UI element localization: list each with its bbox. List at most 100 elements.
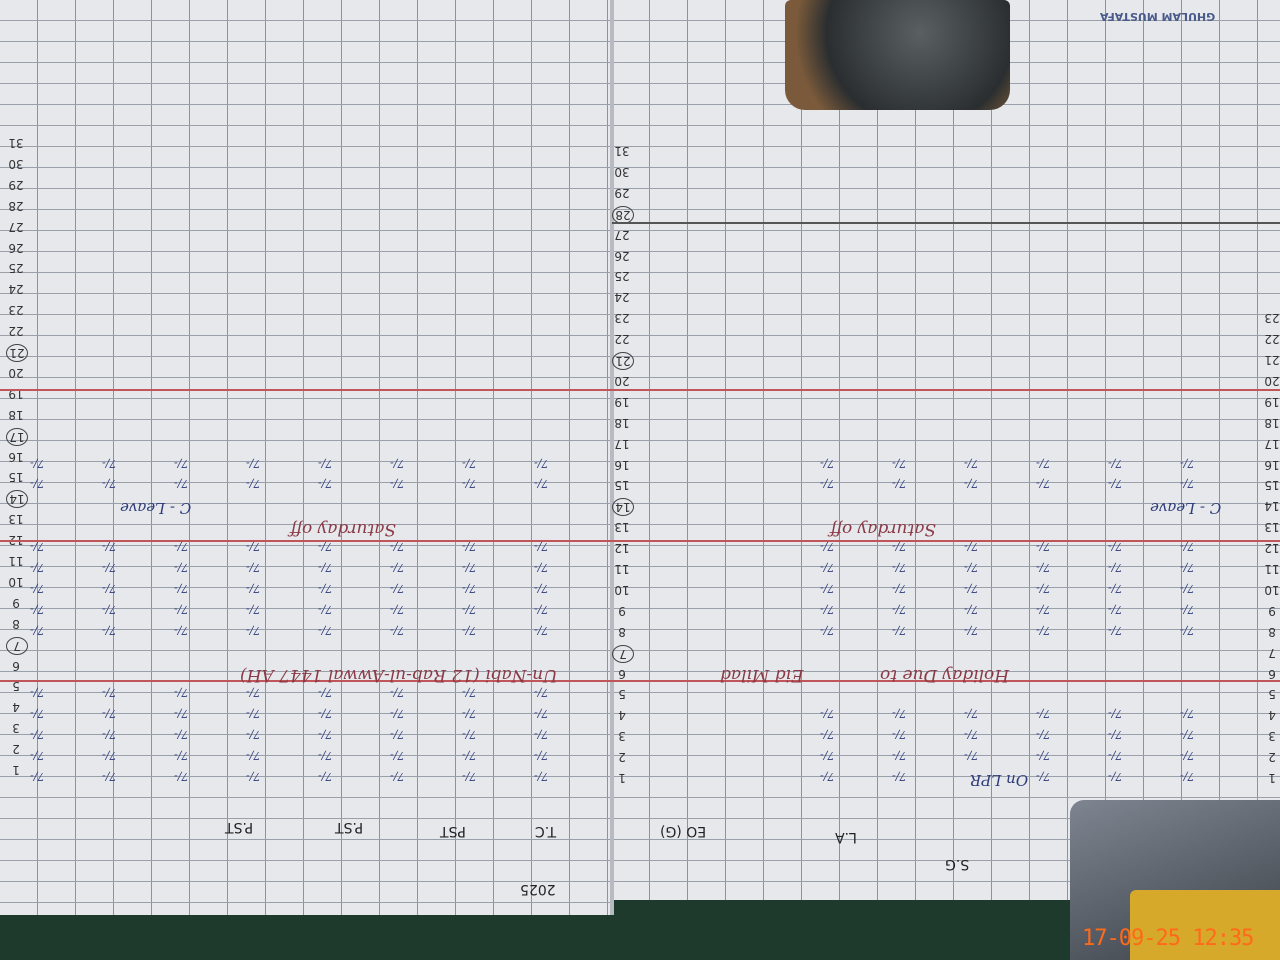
attendance-entry: 7/-	[390, 477, 405, 491]
attendance-entry: 7/-	[964, 728, 979, 742]
week-separator	[612, 680, 1280, 682]
attendance-entry: 7/-	[390, 540, 405, 554]
attendance-entry: 7/-	[1108, 477, 1123, 491]
header-pst-2: P.ST	[335, 819, 364, 835]
attendance-entry: 7/-	[964, 477, 979, 491]
day-number: 28	[8, 198, 24, 213]
attendance-entry: 7/-	[1036, 456, 1051, 470]
attendance-entry: 7/-	[102, 477, 117, 491]
day-number: 20	[8, 365, 24, 380]
day-number: 22	[8, 324, 24, 339]
attendance-entry: 7/-	[964, 561, 979, 574]
attendance-entry: 7/-	[246, 749, 261, 763]
attendance-entry: 7/-	[102, 686, 117, 700]
attendance-entry: 7/-	[1108, 728, 1123, 742]
day-number: 15	[614, 478, 630, 493]
day-number: 17	[6, 427, 28, 446]
day-number: 23	[1264, 311, 1280, 326]
attendance-entry: 7/-	[102, 623, 117, 637]
attendance-entry: 7/-	[390, 749, 405, 763]
register-right-page	[612, 0, 1280, 900]
day-number: 5	[618, 687, 626, 702]
week-separator	[0, 680, 612, 682]
attendance-entry: 7/-	[534, 561, 549, 574]
attendance-entry: 7/-	[102, 456, 117, 470]
attendance-entry: 7/-	[820, 581, 835, 595]
week-separator	[0, 389, 612, 391]
day-number: 6	[12, 658, 20, 673]
attendance-entry: 7/-	[246, 770, 261, 783]
year: 2025	[520, 881, 556, 897]
day-number: 20	[614, 373, 630, 388]
day-number: 8	[618, 624, 626, 639]
attendance-entry: 7/-	[318, 707, 333, 721]
day-number: 2	[12, 742, 20, 757]
attendance-entry: 7/-	[462, 602, 477, 616]
header-pst-3: P.ST	[225, 819, 254, 835]
day-number: 9	[618, 603, 626, 618]
attendance-entry: 7/-	[390, 602, 405, 616]
attendance-entry: 7/-	[318, 770, 333, 783]
attendance-entry: 7/-	[30, 686, 45, 700]
attendance-entry: 7/-	[174, 477, 189, 491]
attendance-entry: 7/-	[30, 581, 45, 595]
attendance-entry: 7/-	[246, 456, 261, 470]
attendance-entry: 7/-	[1108, 602, 1123, 616]
attendance-entry: 7/-	[1108, 540, 1123, 554]
day-number: 5	[1268, 687, 1276, 702]
attendance-entry: 7/-	[1180, 477, 1195, 491]
attendance-entry: 7/-	[820, 728, 835, 742]
header-sg: S.G	[945, 856, 970, 872]
attendance-entry: 7/-	[246, 623, 261, 637]
attendance-entry: 7/-	[534, 623, 549, 637]
day-number: 16	[614, 457, 630, 472]
attendance-entry: 7/-	[30, 540, 45, 554]
attendance-entry: 7/-	[102, 581, 117, 595]
attendance-entry: 7/-	[462, 581, 477, 595]
day-number: 24	[614, 290, 630, 305]
day-number: 27	[614, 227, 630, 242]
attendance-entry: 7/-	[820, 456, 835, 470]
attendance-entry: 7/-	[534, 581, 549, 595]
attendance-entry: 7/-	[246, 561, 261, 574]
attendance-entry: 7/-	[246, 728, 261, 742]
ghulam-mustafa-stamp: GHULAM MUSTAFA	[1100, 10, 1216, 23]
attendance-entry: 7/-	[174, 456, 189, 470]
attendance-entry: 7/-	[820, 477, 835, 491]
attendance-entry: 7/-	[1036, 749, 1051, 763]
attendance-entry: 7/-	[174, 623, 189, 637]
attendance-entry: 7/-	[892, 561, 907, 574]
day-number: 13	[614, 520, 630, 535]
attendance-entry: 7/-	[964, 540, 979, 554]
attendance-entry: 7/-	[892, 540, 907, 554]
day-number: 13	[8, 512, 24, 527]
day-number: 29	[614, 185, 630, 200]
attendance-entry: 7/-	[892, 623, 907, 637]
attendance-entry: 7/-	[534, 770, 549, 783]
attendance-entry: 7/-	[1036, 540, 1051, 554]
attendance-entry: 7/-	[1108, 456, 1123, 470]
attendance-entry: 7/-	[1036, 477, 1051, 491]
attendance-entry: 7/-	[30, 749, 45, 763]
month-end-separator	[612, 222, 1280, 224]
attendance-entry: 7/-	[892, 770, 907, 783]
day-number: 28	[612, 205, 634, 224]
header-eo: EO (G)	[660, 823, 707, 839]
attendance-entry: 7/-	[892, 602, 907, 616]
attendance-entry: 7/-	[318, 686, 333, 700]
note-holiday: Holiday Due to	[880, 665, 1010, 685]
day-number: 12	[614, 541, 630, 556]
attendance-entry: 7/-	[246, 602, 261, 616]
attendance-entry: 7/-	[462, 561, 477, 574]
attendance-entry: 7/-	[1036, 728, 1051, 742]
attendance-entry: 7/-	[246, 477, 261, 491]
day-number: 11	[8, 554, 24, 568]
day-number: 1	[12, 763, 20, 777]
attendance-entry: 7/-	[318, 561, 333, 574]
attendance-entry: 7/-	[102, 749, 117, 763]
attendance-entry: 7/-	[246, 581, 261, 595]
day-number: 27	[8, 219, 24, 234]
day-number: 30	[614, 164, 630, 179]
attendance-entry: 7/-	[1108, 623, 1123, 637]
attendance-entry: 7/-	[390, 728, 405, 742]
